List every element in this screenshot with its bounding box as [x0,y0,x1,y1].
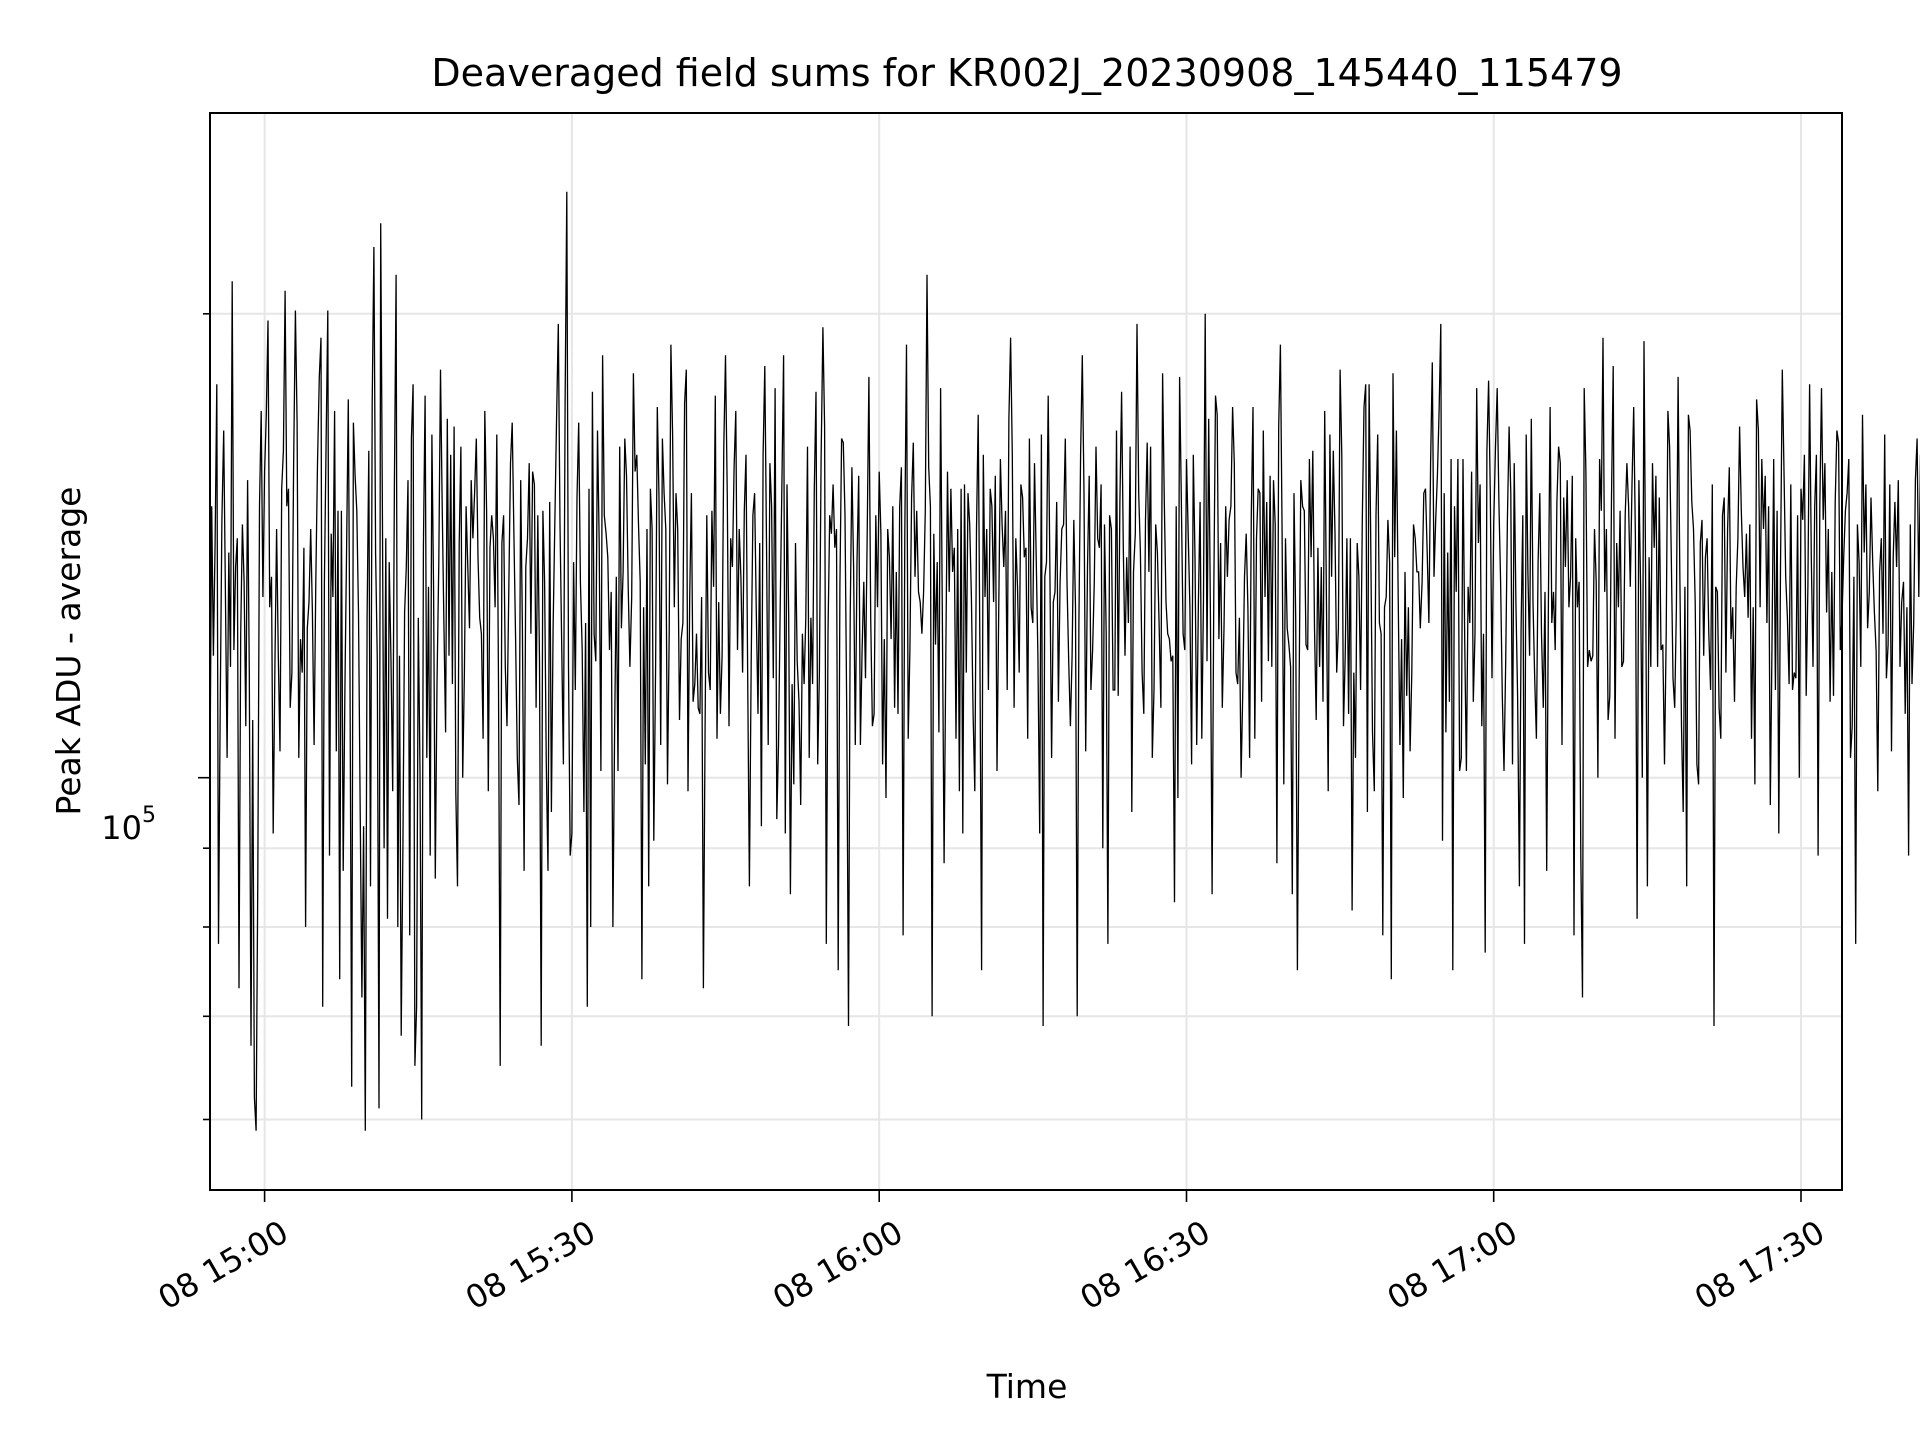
y-tick-label-exponent: 5 [142,803,156,828]
series-layer [209,191,1920,1131]
axes-frame [209,112,1843,1191]
y-axis-label: Peak ADU - average [49,487,88,816]
chart-title: Deaveraged field sums for KR002J_2023090… [431,51,1622,95]
tick-marks [198,312,1802,1202]
grid-lines [210,113,1842,1190]
y-tick-label-base: 10 [101,809,142,847]
y-tick-label-1e5: 10 5 [101,803,156,847]
series-line [209,191,1920,1131]
x-axis-label: Time [986,1367,1068,1406]
